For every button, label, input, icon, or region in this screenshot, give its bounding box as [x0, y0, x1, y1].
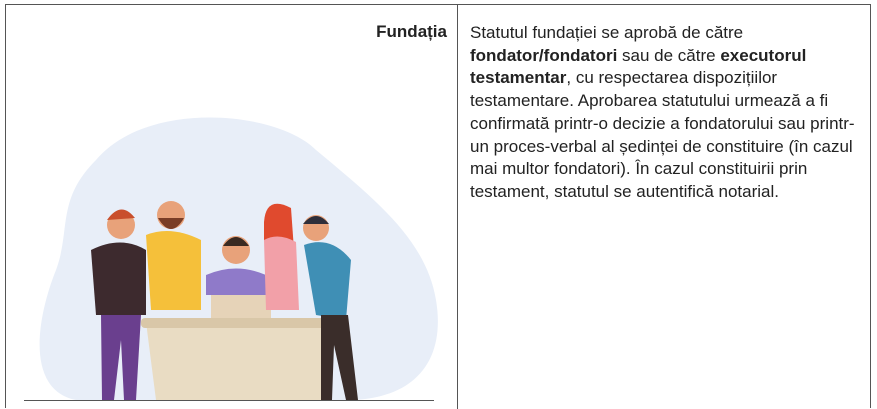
content-cell: Statutul fundației se aprobă de către fo…: [470, 22, 855, 204]
text: Statutul fundației se aprobă de către: [470, 23, 744, 42]
text: sau de către: [617, 45, 721, 65]
row-label: Fundația: [376, 22, 447, 41]
illustration: [39, 117, 438, 400]
bold-text: fondator/fondatori: [470, 45, 618, 65]
table: Fundația Statutul fundație: [5, 4, 871, 409]
label-cell: Fundația: [6, 5, 458, 409]
divider: [24, 400, 434, 401]
text: , cu respectarea dispozițiilor testament…: [470, 68, 855, 201]
bold-text: executorul testamentar: [470, 45, 807, 88]
